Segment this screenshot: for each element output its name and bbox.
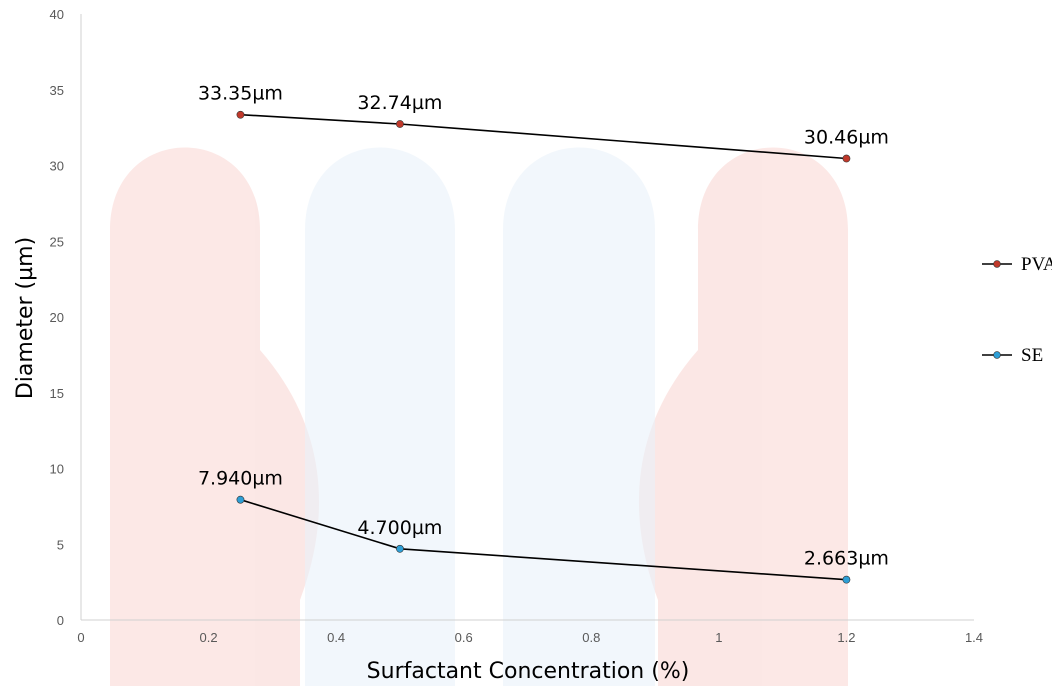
legend-item: SE (982, 345, 1043, 366)
data-label: 7.940µm (198, 468, 283, 490)
series-line (240, 113, 847, 160)
data-label: 32.74µm (357, 92, 442, 114)
x-axis-title: Surfactant Concentration (%) (367, 659, 690, 684)
x-tick-label: 0.4 (327, 630, 345, 645)
data-point (842, 154, 851, 163)
legend-marker (993, 260, 1001, 268)
x-tick-label: 0.8 (582, 630, 600, 645)
series-layer: 33.35µm 32.74µm 30.46µm 7.940µm 4.700µm 2.663… (198, 83, 889, 584)
legend-label: PVA (1021, 254, 1052, 275)
y-tick-labels: 0 5 10 15 20 25 30 35 40 (50, 7, 64, 628)
y-tick-label: 40 (50, 7, 64, 22)
legend: PVA SE (982, 254, 1052, 366)
watermark-logo (110, 147, 848, 686)
data-label: 30.46µm (804, 127, 889, 149)
legend-label: SE (1021, 345, 1043, 366)
data-point (842, 575, 851, 584)
y-tick-label: 20 (50, 310, 64, 325)
legend-marker (993, 351, 1001, 359)
x-tick-label: 0 (77, 630, 84, 645)
x-tick-labels: 0 0.2 0.4 0.6 0.8 1 1.2 1.4 (77, 630, 983, 645)
y-tick-label: 15 (50, 386, 64, 401)
y-tick-label: 5 (57, 537, 64, 552)
x-tick-label: 1.4 (965, 630, 983, 645)
data-point (396, 120, 404, 128)
y-axis-title: Diameter (µm) (13, 237, 38, 399)
x-tick-label: 0.6 (455, 630, 473, 645)
x-tick-label: 1.2 (837, 630, 855, 645)
y-tick-label: 35 (50, 83, 64, 98)
x-tick-label: 1 (715, 630, 722, 645)
data-point (236, 110, 245, 119)
y-tick-label: 10 (50, 462, 64, 477)
x-tick-label: 0.2 (200, 630, 218, 645)
legend-item: PVA (982, 254, 1052, 275)
series-pva: 33.35µm 32.74µm 30.46µm (198, 83, 889, 163)
y-tick-label: 0 (57, 613, 64, 628)
data-point (396, 544, 404, 553)
y-tick-label: 30 (50, 159, 64, 174)
data-point (236, 495, 245, 504)
data-label: 2.663µm (804, 548, 889, 570)
series-se: 7.940µm 4.700µm 2.663µm (198, 468, 889, 584)
data-label: 33.35µm (198, 83, 283, 105)
y-tick-label: 25 (50, 234, 64, 249)
data-label: 4.700µm (357, 517, 442, 539)
